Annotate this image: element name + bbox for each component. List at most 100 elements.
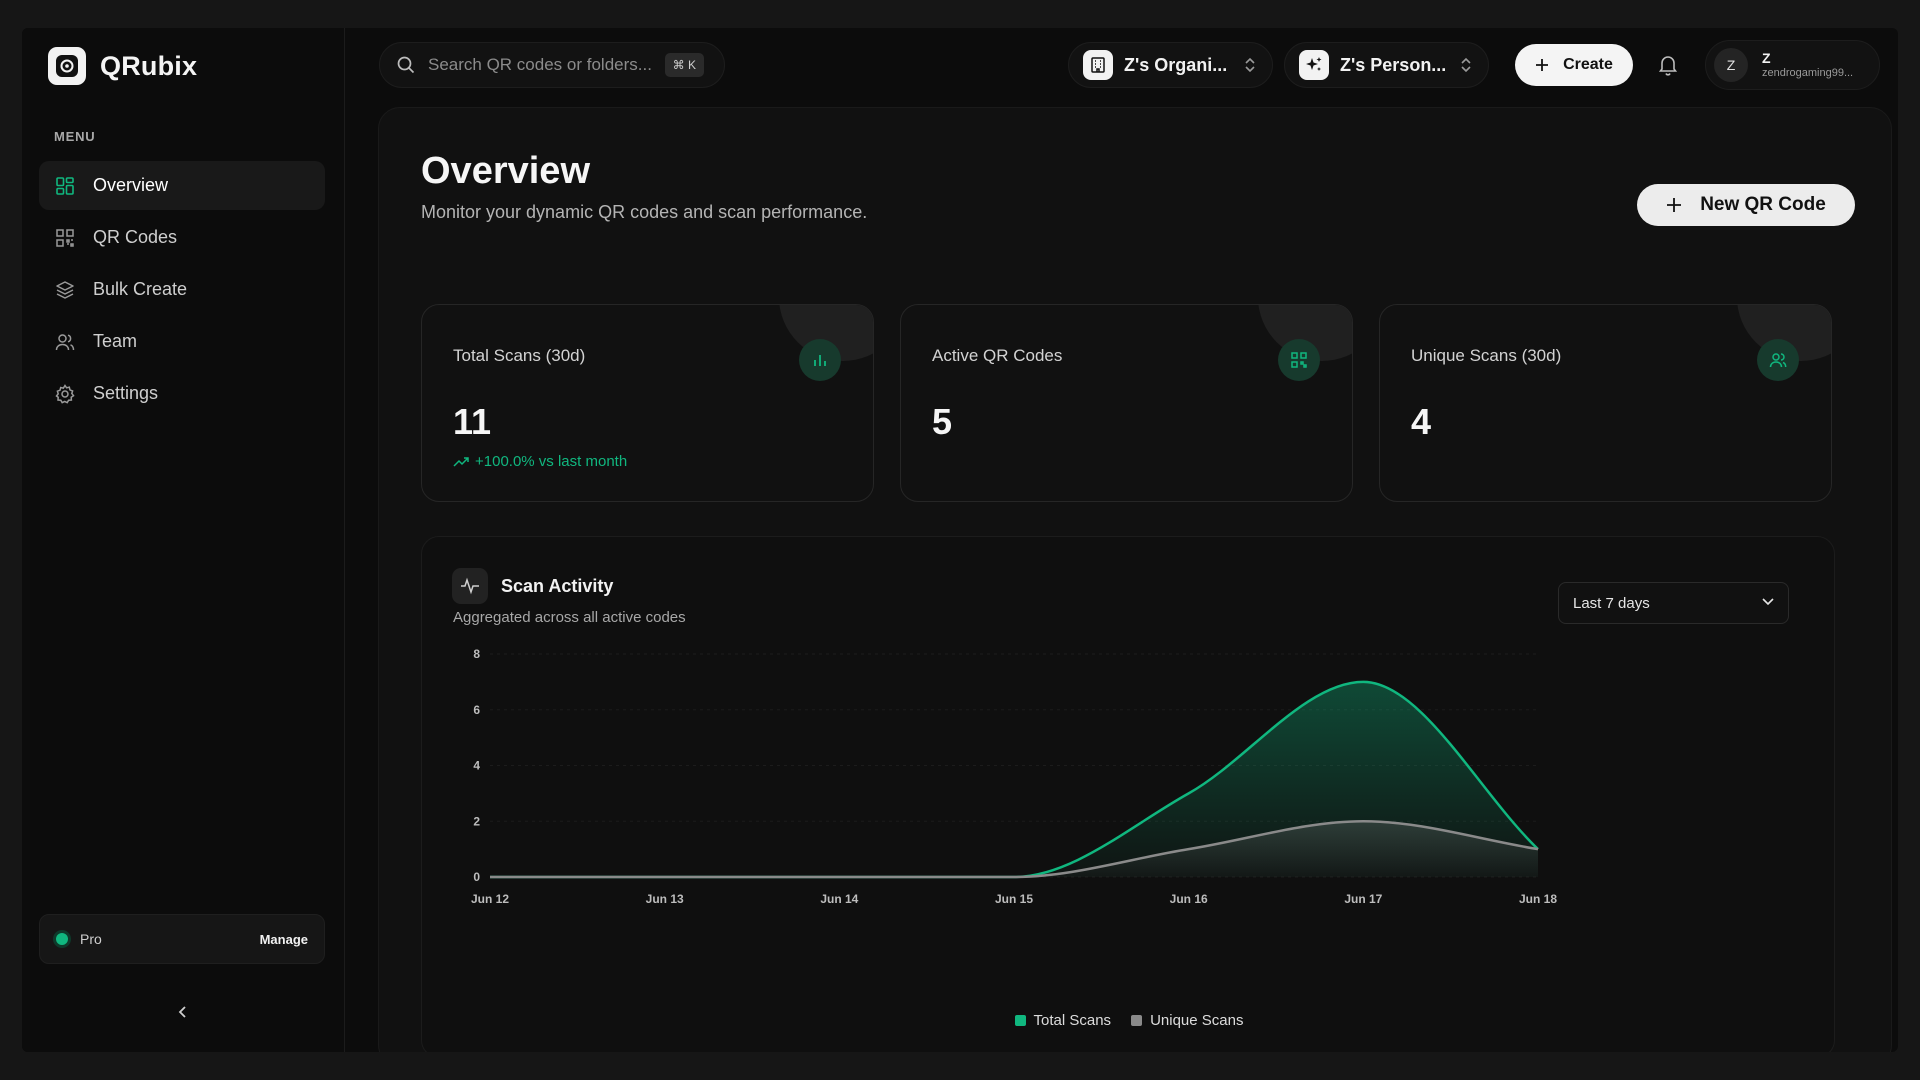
sidebar-item-bulk-create[interactable]: Bulk Create xyxy=(39,265,325,314)
activity-subtitle: Aggregated across all active codes xyxy=(453,609,686,626)
menu-label: MENU xyxy=(54,129,96,144)
user-email: zendrogaming99... xyxy=(1762,66,1854,79)
create-label: Create xyxy=(1563,56,1613,73)
stat-value: 5 xyxy=(932,401,953,442)
sidebar-item-label: Team xyxy=(93,331,138,351)
app-window: QRubix MENU Overview QR Codes Bulk Creat… xyxy=(22,28,1898,1052)
search-icon xyxy=(397,56,415,74)
gear-icon xyxy=(55,383,75,404)
building-icon xyxy=(1083,50,1113,80)
series-area-unique-scans xyxy=(490,821,1538,877)
stat-card-total-scans: Total Scans (30d) 11 +100.0% vs last mon… xyxy=(421,304,874,502)
x-tick-label: Jun 13 xyxy=(646,892,684,906)
qr-icon xyxy=(1278,339,1320,381)
sidebar-item-overview[interactable]: Overview xyxy=(39,161,325,210)
bar-chart-icon xyxy=(799,339,841,381)
activity-title: Scan Activity xyxy=(501,576,614,596)
x-tick-label: Jun 17 xyxy=(1344,892,1382,906)
scan-activity-chart: 0 2 4 6 8 Jun 12 Jun 13 Jun 14 Jun 15 Jun 16 Jun 1… xyxy=(471,647,1557,906)
workspace-switcher[interactable]: Z's Person... xyxy=(1284,42,1489,88)
stat-value: 4 xyxy=(1411,401,1432,442)
sidebar-nav: Overview QR Codes Bulk Create Team Setti… xyxy=(39,161,325,421)
grid-icon xyxy=(56,176,74,195)
sidebar-item-label: Overview xyxy=(93,175,169,195)
trend-up-icon xyxy=(453,456,469,467)
chevron-left-icon xyxy=(178,1006,186,1018)
create-button[interactable]: Create xyxy=(1515,44,1633,86)
plan-name: Pro xyxy=(80,931,102,947)
y-tick-label: 0 xyxy=(473,870,480,884)
search-input[interactable]: Search QR codes or folders... ⌘ K xyxy=(379,42,725,88)
series-line-unique-scans xyxy=(490,819,1539,879)
sidebar-item-settings[interactable]: Settings xyxy=(39,369,325,418)
manage-plan-button[interactable]: Manage xyxy=(259,931,308,947)
sidebar-item-label: Bulk Create xyxy=(93,279,188,299)
chevron-updown-icon xyxy=(1461,57,1471,73)
bell-icon xyxy=(1658,56,1678,76)
new-qr-code-button[interactable]: New QR Code xyxy=(1637,184,1855,226)
sidebar-item-label: Settings xyxy=(93,383,159,403)
scan-activity-panel: Scan Activity Aggregated across all acti… xyxy=(421,536,1835,1052)
legend-label: Total Scans xyxy=(1033,1012,1112,1029)
sidebar: QRubix MENU Overview QR Codes Bulk Creat… xyxy=(22,28,345,1052)
user-name: Z xyxy=(1762,50,1771,67)
x-tick-label: Jun 14 xyxy=(820,892,858,906)
users-icon xyxy=(1757,339,1799,381)
user-menu[interactable]: Z Z zendrogaming99... xyxy=(1705,40,1880,90)
org-name: Z's Organi... xyxy=(1124,54,1228,75)
date-range-value: Last 7 days xyxy=(1573,594,1650,612)
sidebar-item-label: QR Codes xyxy=(93,227,178,247)
main-panel: Overview Monitor your dynamic QR codes a… xyxy=(378,107,1892,1052)
notifications-button[interactable] xyxy=(1658,54,1678,81)
new-qr-code-label: New QR Code xyxy=(1700,194,1826,215)
sparkles-icon xyxy=(1299,50,1329,80)
legend-swatch xyxy=(1014,1015,1026,1026)
collapse-sidebar-button[interactable] xyxy=(177,1004,189,1025)
brand-name: QRubix xyxy=(100,50,198,81)
stat-trend-text: +100.0% vs last month xyxy=(475,453,628,470)
y-tick-label: 6 xyxy=(473,703,480,717)
sidebar-item-team[interactable]: Team xyxy=(39,317,325,366)
legend-label: Unique Scans xyxy=(1150,1012,1244,1029)
y-tick-label: 4 xyxy=(473,759,480,773)
plus-icon xyxy=(1536,59,1549,71)
page-subtitle: Monitor your dynamic QR codes and scan p… xyxy=(421,202,868,222)
chevron-down-icon xyxy=(1762,598,1774,606)
layers-icon xyxy=(56,280,74,299)
plan-status-dot xyxy=(56,933,68,945)
x-tick-label: Jun 15 xyxy=(995,892,1033,906)
chart-legend: Total Scans Unique Scans xyxy=(422,1012,1836,1029)
stat-label: Total Scans (30d) xyxy=(453,346,586,365)
org-switcher[interactable]: Z's Organi... xyxy=(1068,42,1273,88)
qr-icon xyxy=(56,228,74,247)
stat-card-active-qr: Active QR Codes 5 xyxy=(900,304,1353,502)
legend-swatch xyxy=(1131,1015,1143,1026)
stat-label: Unique Scans (30d) xyxy=(1411,346,1562,365)
x-tick-label: Jun 18 xyxy=(1519,892,1557,906)
search-shortcut: ⌘ K xyxy=(664,53,704,77)
stat-trend: +100.0% vs last month xyxy=(453,453,627,470)
sidebar-item-qr-codes[interactable]: QR Codes xyxy=(39,213,325,262)
chevron-updown-icon xyxy=(1245,57,1255,73)
plan-card: Pro Manage xyxy=(39,914,325,964)
qrubix-logo-icon xyxy=(48,47,86,85)
plus-icon xyxy=(1667,198,1682,212)
avatar: Z xyxy=(1714,48,1748,82)
legend-item[interactable]: Total Scans xyxy=(1014,1012,1112,1029)
stat-label: Active QR Codes xyxy=(932,346,1063,365)
page-title: Overview xyxy=(421,150,590,192)
workspace-name: Z's Person... xyxy=(1340,54,1447,75)
y-tick-label: 2 xyxy=(473,814,480,828)
stat-card-unique-scans: Unique Scans (30d) 4 xyxy=(1379,304,1832,502)
date-range-select[interactable]: Last 7 days xyxy=(1558,582,1789,624)
activity-icon xyxy=(452,568,488,604)
y-tick-label: 8 xyxy=(473,647,480,661)
users-icon xyxy=(55,333,75,350)
legend-item[interactable]: Unique Scans xyxy=(1131,1012,1243,1029)
series-area-total-scans xyxy=(490,681,1538,877)
x-tick-label: Jun 16 xyxy=(1170,892,1208,906)
stat-value: 11 xyxy=(453,401,492,442)
search-placeholder: Search QR codes or folders... xyxy=(428,55,652,74)
brand[interactable]: QRubix xyxy=(48,47,197,85)
x-tick-label: Jun 12 xyxy=(471,892,509,906)
